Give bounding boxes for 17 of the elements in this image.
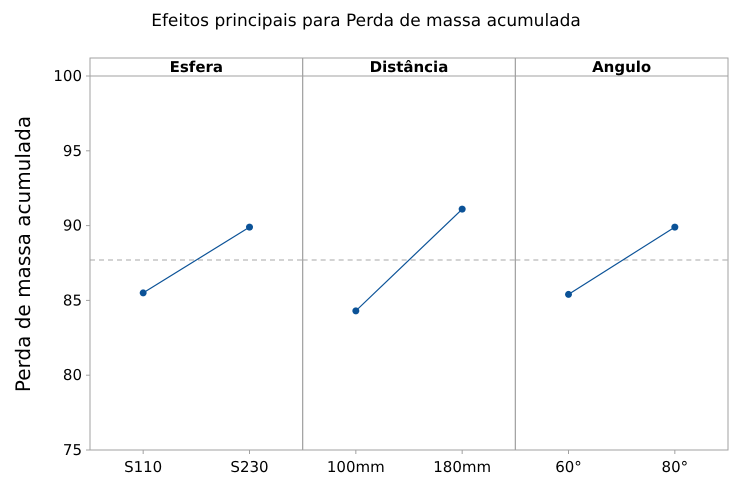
y-tick-label: 75 (62, 441, 82, 459)
chart-subtitle: Distância (370, 58, 448, 76)
text: Efeitos principais para Perda de massa acumulada (151, 11, 581, 31)
y-tick-label: 85 (62, 291, 82, 310)
y-tick-label: 90 (62, 216, 82, 235)
y-tick-label: 95 (62, 142, 82, 160)
x-tick-label: 100mm (326, 458, 385, 476)
x-tick-label: 60° (555, 458, 582, 476)
y-tick-label: 80 (62, 366, 82, 384)
x-tick-label: S230 (230, 458, 269, 476)
chart-subtitle: Esfera (170, 58, 224, 76)
chart-subtitle: Angulo (592, 58, 652, 76)
x-tick-label: 80° (662, 458, 688, 476)
x-tick-label: 180mm (433, 458, 492, 476)
x-tick-label: S110 (124, 458, 162, 476)
y-tick-label: 100 (53, 67, 82, 85)
y-axis-title: Perda de massa acumulada (11, 116, 35, 392)
